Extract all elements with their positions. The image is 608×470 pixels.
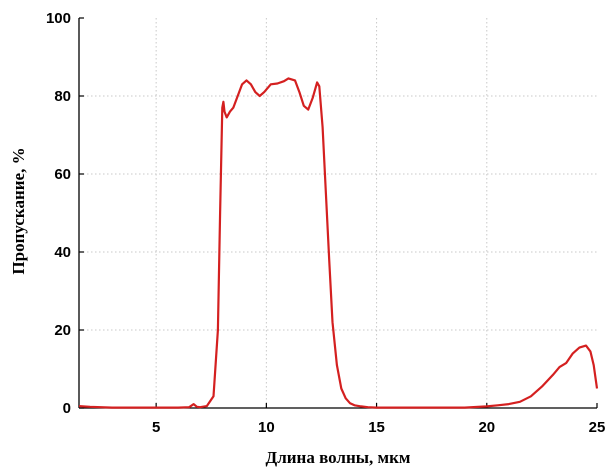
x-tick-label: 25 xyxy=(589,419,606,436)
axes xyxy=(78,18,597,409)
x-tick-label: 20 xyxy=(478,419,495,436)
transmission-line xyxy=(78,77,599,409)
x-tick-label: 10 xyxy=(258,419,275,436)
y-axis-label: Пропускание, % xyxy=(9,147,28,274)
x-axis-label: Длина волны, мкм xyxy=(266,448,411,467)
y-tick-label: 100 xyxy=(46,10,71,27)
y-tick-label: 20 xyxy=(54,322,71,339)
grid xyxy=(79,18,597,408)
ticks: 5 10 15 20 25 0 20 40 60 80 100 xyxy=(46,10,605,436)
x-tick-label: 15 xyxy=(368,419,385,436)
y-tick-label: 80 xyxy=(54,88,71,105)
x-tick-label: 5 xyxy=(152,419,160,436)
y-tick-label: 0 xyxy=(63,400,71,417)
y-tick-label: 60 xyxy=(54,166,71,183)
series-layer xyxy=(78,77,599,409)
y-tick-label: 40 xyxy=(54,244,71,261)
